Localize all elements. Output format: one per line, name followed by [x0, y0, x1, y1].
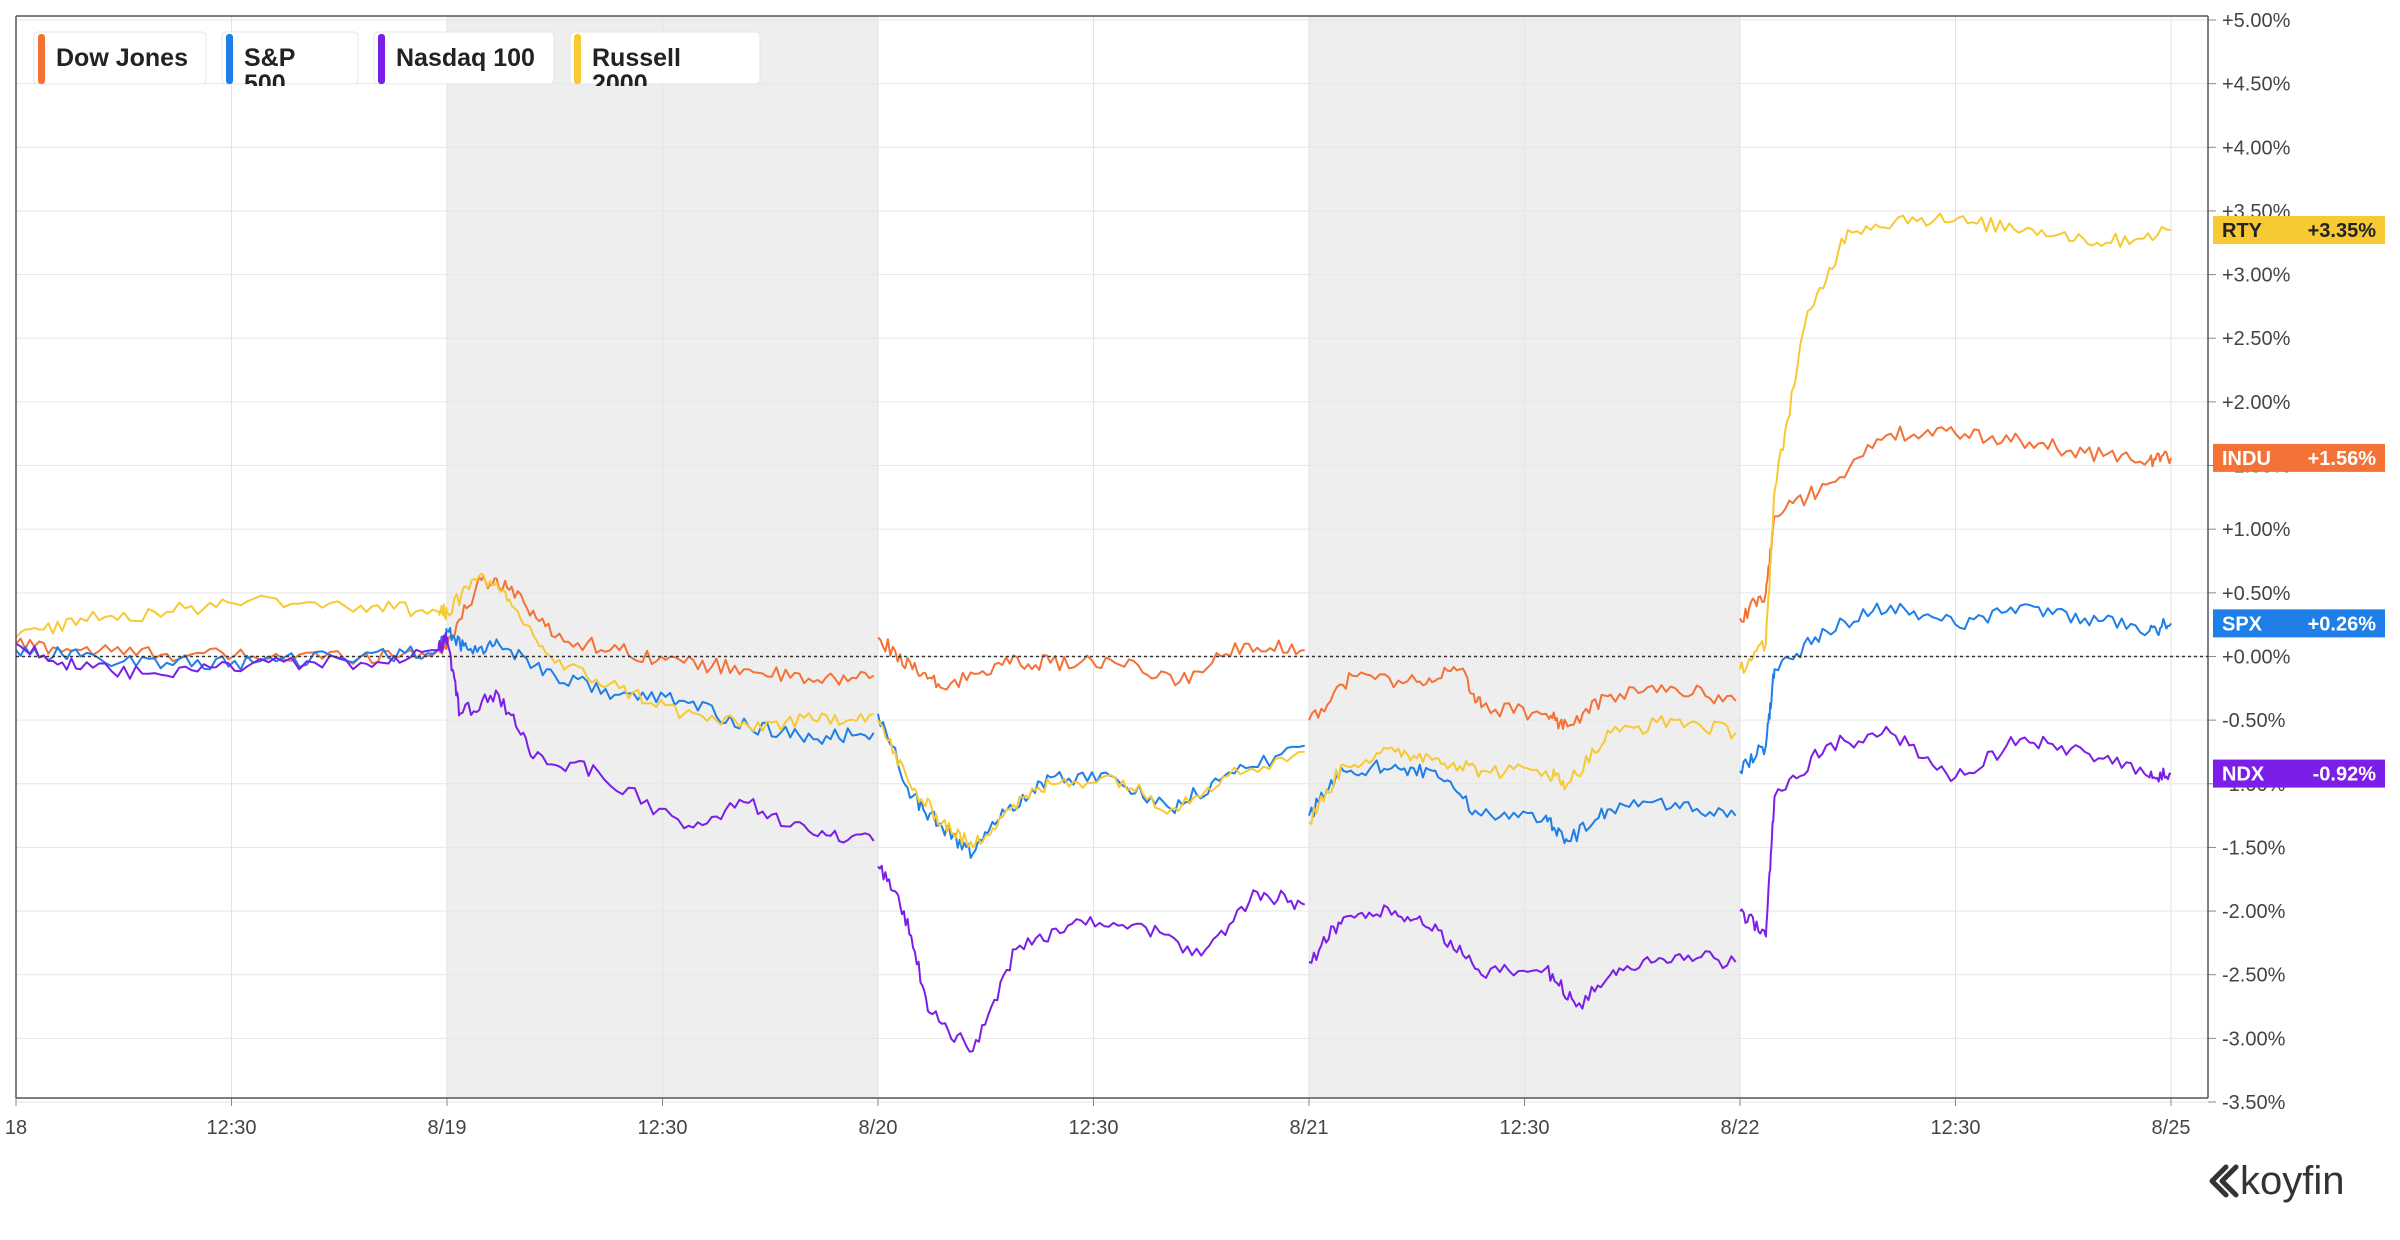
badge-ticker-indu: INDU — [2222, 448, 2271, 470]
badge-value-ndx: -0.92% — [2313, 764, 2377, 786]
y-tick-label: -3.00% — [2222, 1028, 2286, 1050]
series-line-indu — [1308, 665, 1737, 730]
badge-ticker-spx: SPX — [2222, 613, 2263, 635]
legend-item-indu — [33, 31, 207, 85]
x-tick-label: 12:30 — [1068, 1117, 1118, 1139]
y-tick-label: -2.50% — [2222, 965, 2286, 987]
legend-label-rty: 2000 — [592, 70, 648, 98]
legend-label-indu: Dow Jones — [56, 44, 188, 72]
x-tick-label: 8/20 — [859, 1117, 898, 1139]
series-line-indu — [877, 636, 1305, 691]
badge-ticker-ndx: NDX — [2222, 764, 2265, 786]
y-tick-label: +2.00% — [2222, 392, 2291, 414]
legend-swatch-spx — [226, 34, 233, 84]
series-line-spx — [877, 713, 1305, 859]
series-line-spx — [1308, 759, 1737, 845]
legend-label-ndx: Nasdaq 100 — [396, 44, 535, 72]
legend-swatch-ndx — [378, 34, 385, 84]
legend-label-rty: Russell — [592, 44, 681, 72]
x-tick-label: 8/21 — [1290, 1117, 1329, 1139]
y-tick-label: +4.50% — [2222, 74, 2291, 96]
series-line-spx — [1739, 602, 2172, 775]
legend-item-rty — [569, 31, 761, 85]
badge-ndx — [2213, 759, 2385, 788]
y-tick-label: -1.50% — [2222, 837, 2286, 859]
legend-item-ndx — [373, 31, 555, 85]
badge-value-indu: +1.56% — [2308, 448, 2377, 470]
badge-value-spx: +0.26% — [2308, 613, 2377, 635]
series-line-ndx — [877, 864, 1306, 1053]
badge-indu — [2213, 443, 2385, 472]
koyfin-logo-text: koyfin — [2240, 1159, 2345, 1203]
series-line-indu — [15, 575, 875, 686]
series-line-rty — [1739, 212, 2172, 674]
x-tick-label: 12:30 — [1930, 1117, 1980, 1139]
legend-label-spx: 500 — [244, 70, 286, 98]
series-line-rty — [1308, 715, 1737, 825]
series-line-ndx — [1739, 725, 2171, 938]
x-tick-label: 8/19 — [428, 1117, 467, 1139]
y-tick-label: +2.50% — [2222, 328, 2291, 350]
series-line-ndx — [1308, 904, 1737, 1010]
y-tick-label: +5.00% — [2222, 10, 2291, 32]
legend-label-spx: S&P — [244, 44, 295, 72]
y-tick-label: -3.50% — [2222, 1092, 2286, 1114]
x-tick-label: 12:30 — [637, 1117, 687, 1139]
y-tick-label: +4.00% — [2222, 137, 2291, 159]
series-line-rty — [15, 572, 875, 733]
x-tick-label: 8/22 — [1721, 1117, 1760, 1139]
koyfin-logo-icon — [2209, 1164, 2239, 1198]
y-tick-label: +0.50% — [2222, 583, 2291, 605]
x-tick-label: 12:30 — [1499, 1117, 1549, 1139]
y-tick-label: +3.00% — [2222, 265, 2291, 287]
series-line-rty — [877, 719, 1305, 849]
series-line-spx — [15, 627, 875, 745]
legend-swatch-rty — [574, 34, 581, 84]
legend-swatch-indu — [38, 34, 45, 84]
x-tick-label: 8/25 — [2152, 1117, 2191, 1139]
koyfin-logo: koyfin — [2209, 1159, 2345, 1203]
series-line-ndx — [15, 632, 875, 844]
y-tick-label: -0.50% — [2222, 710, 2286, 732]
y-tick-label: -2.00% — [2222, 901, 2286, 923]
x-tick-label: 18 — [5, 1117, 27, 1139]
y-tick-label: +1.00% — [2222, 519, 2291, 541]
badge-rty — [2213, 216, 2385, 245]
legend-item-spx — [221, 31, 359, 85]
badge-ticker-rty: RTY — [2222, 220, 2263, 242]
x-tick-label: 12:30 — [206, 1117, 256, 1139]
badge-spx — [2213, 609, 2385, 638]
y-tick-label: +0.00% — [2222, 646, 2291, 668]
badge-value-rty: +3.35% — [2308, 220, 2377, 242]
